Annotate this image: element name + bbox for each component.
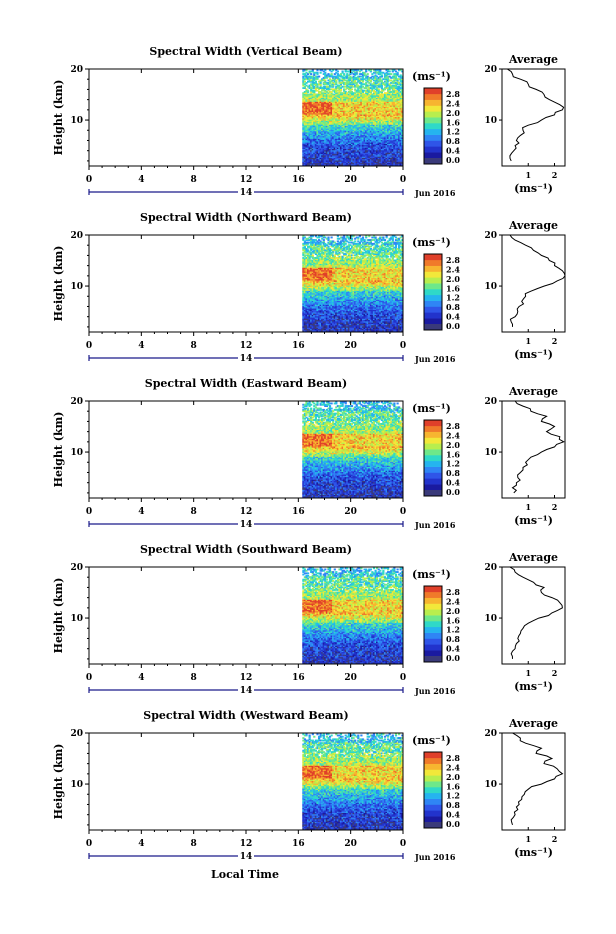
heatmap-cell <box>342 71 344 73</box>
average-x-tick-label: 2 <box>552 170 558 180</box>
heatmap-cell <box>310 73 312 75</box>
chart-title: Spectral Width (Northward Beam) <box>140 211 352 224</box>
heatmap-cell <box>390 73 392 75</box>
colorbar-tick-label: 2.0 <box>446 108 460 118</box>
heatmap-cell <box>360 69 362 71</box>
heatmap-cell <box>343 73 345 75</box>
colorbar-tick-label: 1.6 <box>446 117 460 127</box>
heatmap-cells <box>302 69 405 165</box>
heatmap-cell <box>378 88 380 90</box>
y-tick-label: 20 <box>70 65 83 75</box>
colorbar-tick-label: 2.4 <box>446 98 460 108</box>
colorbar-swatch-low <box>424 158 442 164</box>
heatmap-cell <box>316 72 318 74</box>
colorbar-tick-label: 0.8 <box>446 136 460 146</box>
heatmap-cell <box>320 72 322 74</box>
day-label: 14 <box>240 188 253 198</box>
colorbar-swatch <box>424 111 442 117</box>
heatmap-cell <box>324 69 326 71</box>
heatmap-cell <box>397 72 399 74</box>
heatmap-cell <box>381 74 383 76</box>
heatmap-cell <box>331 73 333 75</box>
heatmap-cell <box>370 69 372 71</box>
heatmap-cell <box>324 80 326 82</box>
heatmap-cell <box>318 76 320 78</box>
heatmap-cell <box>316 69 318 71</box>
x-tick-label: 0 <box>400 175 406 185</box>
average-x-tick-label: 1 <box>525 170 531 180</box>
colorbar-unit: (ms⁻¹) <box>412 70 451 83</box>
heatmap-cell <box>312 69 314 71</box>
x-tick-label: 16 <box>292 175 305 185</box>
heatmap-cell <box>307 90 309 92</box>
colorbar-tick-label: 0.4 <box>446 146 460 156</box>
heatmap-cell <box>315 81 317 83</box>
colorbar-swatch <box>424 106 442 112</box>
date-label: Jun 2016 <box>414 188 456 198</box>
x-tick-label: 8 <box>191 175 197 185</box>
average-frame <box>502 69 565 166</box>
colorbar-swatch <box>424 152 442 158</box>
colorbar-swatch <box>424 88 442 94</box>
x-tick-label: 12 <box>240 175 253 185</box>
colorbar-swatch <box>424 129 442 135</box>
heatmap-cell <box>337 71 339 73</box>
colorbar-swatch <box>424 94 442 100</box>
average-title: Average <box>508 53 558 66</box>
colorbar-swatch <box>424 100 442 106</box>
y-axis-label: Height (km) <box>52 80 65 156</box>
heatmap-cell <box>312 254 314 256</box>
heatmap-cell <box>389 71 391 73</box>
colorbar-swatch <box>424 146 442 152</box>
colorbar-swatch <box>424 117 442 123</box>
colorbar-swatch <box>424 123 442 129</box>
heatmap-cell <box>332 69 334 71</box>
colorbar-swatch <box>424 135 442 141</box>
heatmap-cell <box>324 72 326 74</box>
x-tick-label: 4 <box>138 175 144 185</box>
chart-title: Spectral Width (Vertical Beam) <box>149 45 342 58</box>
colorbar-swatch <box>424 141 442 147</box>
x-tick-label: 0 <box>86 175 92 185</box>
heatmap-cell <box>305 69 307 71</box>
heatmap-cell <box>367 73 369 75</box>
heatmap-cells <box>302 235 405 331</box>
y-tick-label: 10 <box>70 116 83 126</box>
x-tick-label: 20 <box>344 175 357 185</box>
colorbar-tick-label: 0.0 <box>446 155 460 165</box>
average-unit-label: (ms⁻¹) <box>514 182 553 195</box>
average-y-tick-label: 20 <box>484 65 497 75</box>
heatmap-cell <box>351 88 353 90</box>
heatmap-cell <box>365 69 367 71</box>
average-y-tick-label: 10 <box>484 116 497 126</box>
colorbar-tick-label: 2.8 <box>446 89 460 99</box>
heatmap-cell <box>379 69 381 71</box>
colorbar-tick-label: 1.2 <box>446 127 460 137</box>
